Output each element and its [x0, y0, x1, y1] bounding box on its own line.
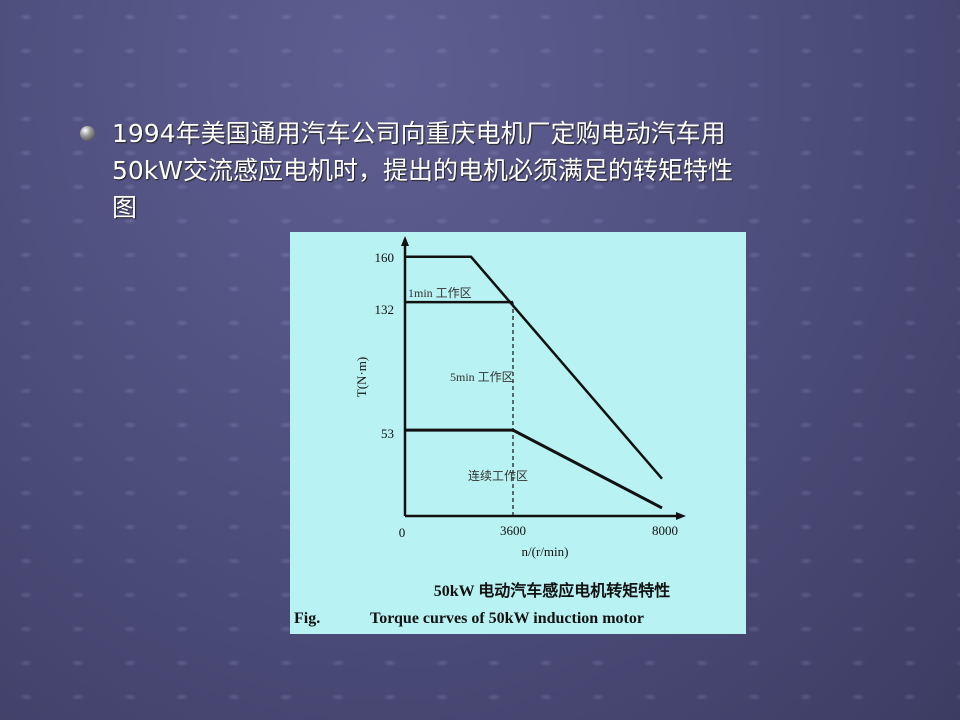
- y-axis-label: T(N·m): [354, 357, 369, 397]
- caption-en: Torque curves of 50kW induction motor: [370, 610, 644, 627]
- torque-chart: 0 3600 8000 53 132 160 n/(r/min) T(N·m) …: [294, 236, 686, 627]
- y-tick: 160: [375, 250, 395, 265]
- zone-label-5min: 5min 工作区: [450, 370, 514, 384]
- bullet-text: 1994年美国通用汽车公司向重庆电机厂定购电动汽车用 50kW交流感应电机时，提…: [112, 115, 912, 226]
- torque-curve-1: [405, 255, 663, 480]
- y-axis-arrow: [401, 236, 409, 246]
- x-tick: 8000: [652, 523, 678, 538]
- x-tick: 0: [399, 525, 406, 540]
- zone-label-1min: 1min 工作区: [408, 286, 472, 300]
- x-axis-arrow: [676, 512, 686, 520]
- y-tick: 132: [375, 302, 395, 317]
- torque-chart-figure: 0 3600 8000 53 132 160 n/(r/min) T(N·m) …: [290, 232, 746, 634]
- y-tick: 53: [381, 426, 394, 441]
- bullet-icon: [80, 126, 95, 141]
- torque-curve-3: [405, 428, 663, 510]
- zone-label-continuous: 连续工作区: [468, 468, 528, 483]
- bullet-line: 1994年美国通用汽车公司向重庆电机厂定购电动汽车用: [112, 119, 726, 148]
- caption-fig: Fig.: [294, 610, 320, 627]
- caption-cn: 50kW 电动汽车感应电机转矩特性: [434, 581, 671, 600]
- x-axis-label: n/(r/min): [522, 544, 569, 559]
- bullet-line: 50kW交流感应电机时，提出的电机必须满足的转矩特性: [112, 156, 734, 185]
- x-tick: 3600: [500, 523, 526, 538]
- bullet-line: 图: [112, 193, 138, 222]
